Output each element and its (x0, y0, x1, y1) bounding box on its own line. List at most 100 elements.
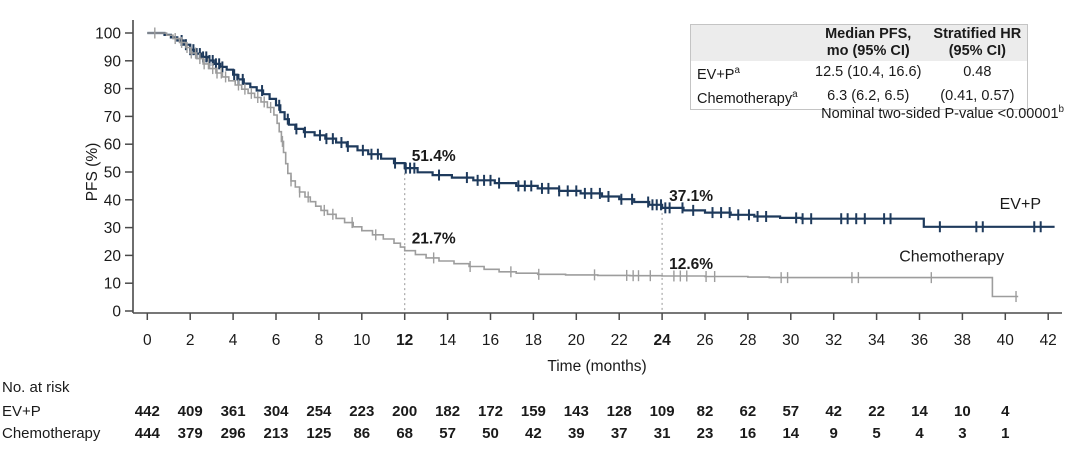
risk-count: 16 (740, 425, 757, 442)
landmark-label: 51.4% (412, 148, 456, 165)
y-tick-label: 50 (104, 165, 122, 182)
x-tick-label: 0 (143, 332, 152, 349)
x-tick-label: 14 (439, 332, 457, 349)
x-tick-label: 16 (482, 332, 499, 349)
curve-label-chemotherapy: Chemotherapy (899, 249, 1004, 266)
risk-count: 39 (568, 425, 585, 442)
risk-count: 254 (306, 403, 332, 420)
risk-count: 159 (521, 403, 546, 420)
x-tick-label: 38 (954, 332, 971, 349)
x-axis-title: Time (months) (547, 358, 646, 375)
landmark-label: 21.7% (412, 231, 456, 248)
y-tick-label: 90 (104, 53, 122, 70)
y-tick-label: 30 (104, 220, 122, 237)
y-tick-label: 10 (104, 276, 122, 293)
risk-count: 304 (263, 403, 289, 420)
x-tick-label: 2 (186, 332, 195, 349)
risk-count: 3 (958, 425, 966, 442)
stats-header-empty (690, 24, 809, 61)
stats-label-evp: EV+Pa (697, 65, 740, 83)
x-tick-label: 18 (525, 332, 542, 349)
x-tick-label: 8 (315, 332, 324, 349)
x-tick-label: 20 (568, 332, 586, 349)
x-tick-label: 6 (272, 332, 281, 349)
risk-count: 82 (697, 403, 714, 420)
risk-count: 86 (353, 425, 370, 442)
stats-row-chemotherapy: Chemotherapya 6.3 (6.2, 6.5) (0.41, 0.57… (691, 85, 1028, 109)
risk-count: 172 (478, 403, 503, 420)
stats-header-median-pfs: Median PFS, mo (95% CI) (809, 24, 928, 61)
footnote-marker-a: a (792, 88, 798, 100)
risk-count: 42 (525, 425, 542, 442)
y-tick-label: 70 (104, 109, 122, 126)
curve-label-evp: EV+P (1000, 196, 1041, 213)
pvalue-note: Nominal two-sided P-value <0.00001b (821, 104, 1064, 122)
km-curve-chemotherapy (147, 32, 1019, 298)
risk-count: 128 (607, 403, 632, 420)
risk-row-label: EV+P (2, 403, 41, 420)
risk-count: 109 (650, 403, 675, 420)
stats-hr-value: 0.48 (963, 64, 992, 81)
risk-count: 22 (868, 403, 885, 420)
stats-median-chemotherapy: 6.3 (6.2, 6.5) (827, 88, 910, 105)
landmark-label: 37.1% (669, 188, 713, 205)
risk-count: 200 (392, 403, 417, 420)
risk-count: 57 (439, 425, 456, 442)
risk-count: 143 (564, 403, 589, 420)
risk-row-label: Chemotherapy (2, 425, 101, 442)
x-tick-label: 24 (653, 332, 671, 349)
y-tick-label: 100 (95, 26, 121, 43)
risk-count: 14 (911, 403, 928, 420)
x-tick-label: 36 (911, 332, 928, 349)
x-tick-label: 10 (353, 332, 371, 349)
risk-table-title: No. at risk (2, 379, 70, 396)
stats-header-stratified-hr: Stratified HR (95% CI) (927, 24, 1028, 61)
stats-row-evp: EV+Pa 12.5 (10.4, 16.6) 0.48 (691, 61, 1028, 85)
y-tick-label: 0 (112, 304, 121, 321)
risk-count: 379 (178, 425, 203, 442)
risk-count: 5 (872, 425, 880, 442)
risk-count: 31 (654, 425, 671, 442)
x-tick-label: 26 (696, 332, 713, 349)
risk-count: 23 (697, 425, 714, 442)
risk-count: 62 (740, 403, 757, 420)
risk-count: 37 (611, 425, 628, 442)
risk-count: 57 (782, 403, 799, 420)
x-tick-label: 28 (739, 332, 756, 349)
risk-count: 213 (263, 425, 288, 442)
risk-count: 182 (435, 403, 460, 420)
stats-table: Median PFS, mo (95% CI) Stratified HR (9… (690, 24, 1029, 110)
x-tick-label: 42 (1040, 332, 1057, 349)
y-tick-label: 60 (104, 137, 122, 154)
stats-hr-ci: (0.41, 0.57) (940, 88, 1015, 105)
stats-label-chemotherapy: Chemotherapya (697, 88, 798, 107)
risk-count: 14 (782, 425, 799, 442)
x-tick-label: 12 (396, 332, 413, 349)
x-tick-label: 22 (611, 332, 628, 349)
x-tick-label: 4 (229, 332, 238, 349)
risk-count: 361 (221, 403, 246, 420)
footnote-marker-b: b (1058, 104, 1064, 115)
risk-count: 4 (915, 425, 924, 442)
x-tick-label: 32 (825, 332, 842, 349)
risk-count: 68 (396, 425, 413, 442)
risk-count: 4 (1001, 403, 1010, 420)
risk-count: 10 (954, 403, 971, 420)
y-tick-label: 40 (104, 192, 122, 209)
stats-median-evp: 12.5 (10.4, 16.6) (815, 64, 922, 81)
risk-count: 442 (135, 403, 160, 420)
risk-count: 223 (349, 403, 374, 420)
landmark-label: 12.6% (669, 256, 713, 273)
y-axis-title: PFS (%) (84, 143, 101, 202)
x-tick-label: 40 (997, 332, 1015, 349)
risk-count: 42 (825, 403, 842, 420)
footnote-marker-a: a (734, 65, 740, 76)
risk-count: 50 (482, 425, 499, 442)
y-tick-label: 80 (104, 81, 122, 98)
x-tick-label: 34 (868, 332, 886, 349)
x-tick-label: 30 (782, 332, 800, 349)
risk-count: 296 (221, 425, 246, 442)
risk-count: 125 (306, 425, 331, 442)
